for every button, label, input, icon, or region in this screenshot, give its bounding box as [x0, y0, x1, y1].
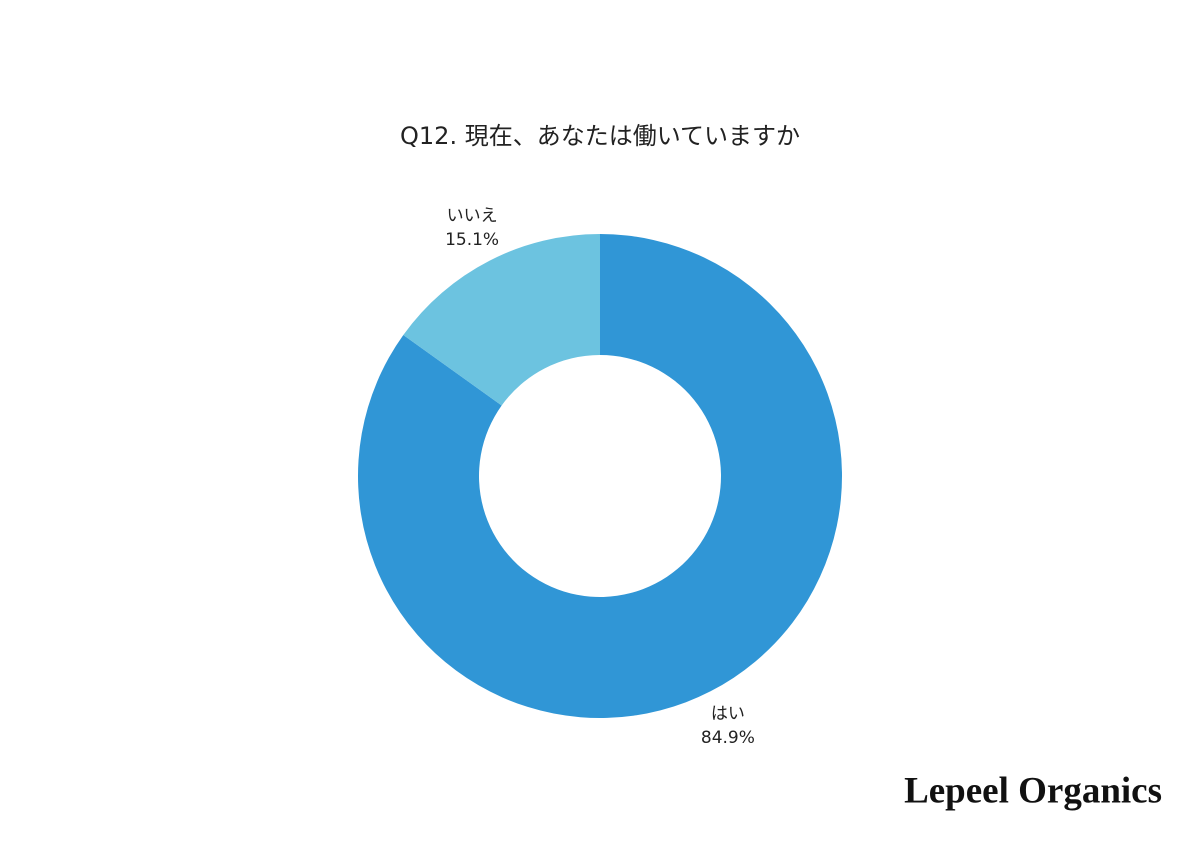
segment-name: いいえ	[447, 206, 498, 226]
chart-title: Q12. 現在、あなたは働いていますか	[400, 122, 800, 150]
donut-segment	[403, 234, 600, 406]
watermark: Lepeel Organics	[904, 770, 1162, 811]
donut-segment	[357, 234, 842, 718]
segment-value-label: 15.1%	[445, 230, 499, 250]
segment-name: はい	[711, 704, 745, 724]
segment-value-label: 84.9%	[701, 728, 755, 748]
